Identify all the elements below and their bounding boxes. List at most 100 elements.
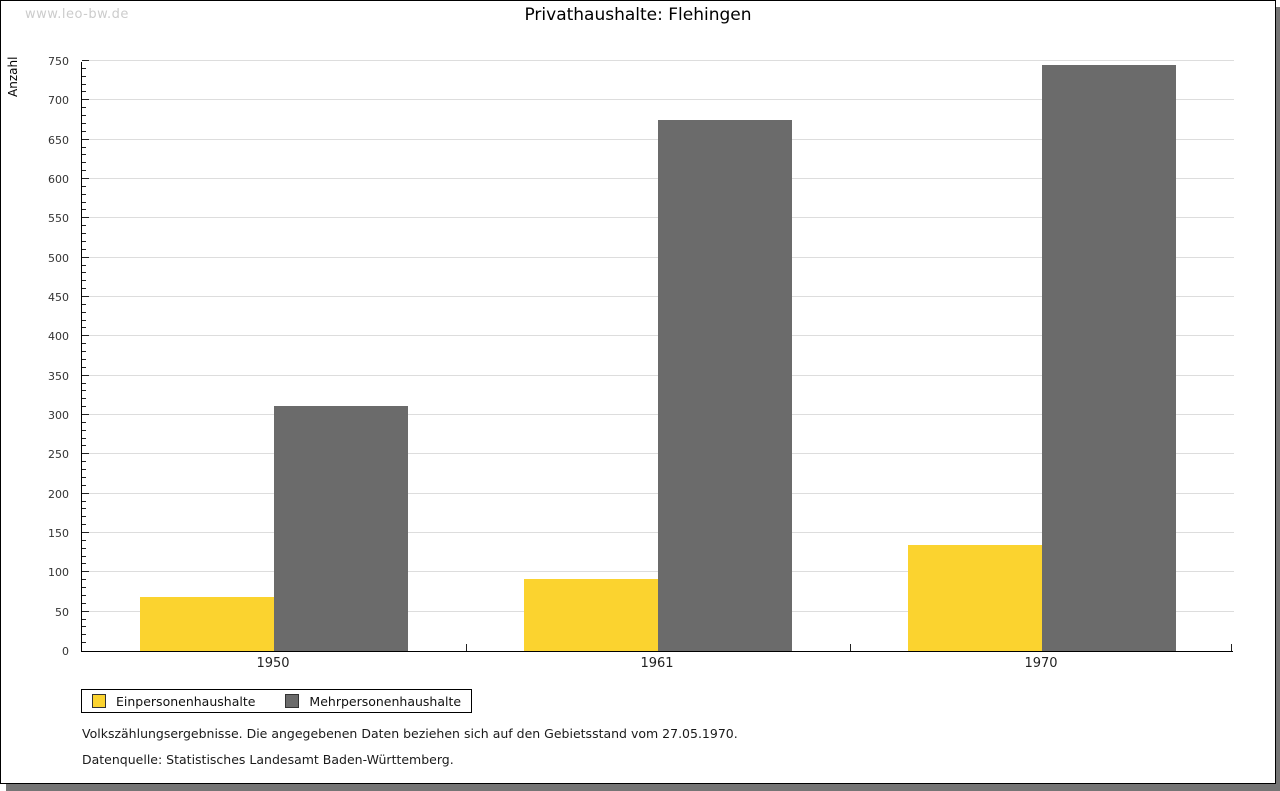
y-minor-tick bbox=[82, 201, 86, 203]
y-minor-tick bbox=[82, 319, 86, 321]
y-minor-tick bbox=[82, 107, 86, 109]
y-minor-tick bbox=[82, 303, 86, 305]
y-minor-tick bbox=[82, 225, 86, 227]
y-tick-label: 750 bbox=[48, 55, 69, 68]
y-minor-tick bbox=[82, 358, 86, 360]
y-minor-tick bbox=[82, 524, 86, 526]
y-major-tick bbox=[82, 453, 89, 455]
y-minor-tick bbox=[82, 539, 86, 541]
y-minor-tick bbox=[82, 83, 86, 85]
y-minor-tick bbox=[82, 209, 86, 211]
y-minor-tick bbox=[82, 91, 86, 93]
y-tick-label: 550 bbox=[48, 212, 69, 226]
y-minor-tick bbox=[82, 516, 86, 518]
gridline bbox=[82, 60, 1234, 61]
x-axis-tick bbox=[466, 644, 467, 651]
legend-swatch bbox=[285, 694, 300, 708]
bar bbox=[658, 120, 792, 651]
y-minor-tick bbox=[82, 193, 86, 195]
y-minor-tick bbox=[82, 248, 86, 250]
y-minor-tick bbox=[82, 563, 86, 565]
y-minor-tick bbox=[82, 67, 86, 69]
source-note: Datenquelle: Statistisches Landesamt Bad… bbox=[82, 752, 454, 767]
y-minor-tick bbox=[82, 469, 86, 471]
y-minor-tick bbox=[82, 280, 86, 282]
bar bbox=[524, 578, 658, 651]
x-tick-label: 1961 bbox=[640, 656, 674, 671]
y-tick-label: 150 bbox=[48, 527, 69, 540]
y-minor-tick bbox=[82, 366, 86, 368]
gridline bbox=[82, 99, 1234, 101]
y-tick-label: 500 bbox=[48, 251, 69, 265]
y-minor-tick bbox=[82, 547, 86, 549]
x-axis-tick bbox=[1231, 644, 1232, 651]
y-tick-label: 350 bbox=[48, 369, 69, 383]
y-minor-tick bbox=[82, 476, 86, 478]
legend-label: Einpersonenhaushalte bbox=[116, 693, 256, 709]
y-tick-label: 650 bbox=[48, 133, 69, 147]
y-minor-tick bbox=[82, 602, 86, 604]
y-tick-label: 200 bbox=[48, 487, 69, 501]
y-minor-tick bbox=[82, 351, 86, 353]
y-minor-tick bbox=[82, 555, 86, 557]
x-tick-label: 1950 bbox=[256, 656, 290, 671]
chart-title: Privathaushalte: Flehingen bbox=[524, 5, 752, 25]
y-minor-tick bbox=[82, 288, 86, 290]
y-minor-tick bbox=[82, 587, 86, 589]
y-minor-tick bbox=[82, 115, 86, 117]
y-tick-label: 100 bbox=[48, 566, 69, 580]
y-minor-tick bbox=[82, 421, 86, 423]
y-minor-tick bbox=[82, 146, 86, 148]
footer-note: Volkszählungsergebnisse. Die angegebenen… bbox=[82, 726, 738, 741]
y-minor-tick bbox=[82, 594, 86, 596]
x-axis-tick bbox=[850, 644, 851, 651]
y-minor-tick bbox=[82, 240, 86, 242]
y-minor-tick bbox=[82, 398, 86, 400]
y-minor-tick bbox=[82, 390, 86, 392]
y-minor-tick bbox=[82, 264, 86, 266]
y-minor-tick bbox=[82, 154, 86, 156]
y-major-tick bbox=[82, 256, 89, 258]
plot-area bbox=[81, 60, 1234, 652]
y-major-tick bbox=[82, 571, 89, 573]
legend-swatch bbox=[92, 694, 106, 708]
y-minor-tick bbox=[82, 461, 86, 463]
y-tick-label: 700 bbox=[48, 94, 69, 108]
y-minor-tick bbox=[82, 437, 86, 439]
y-minor-tick bbox=[82, 445, 86, 447]
y-minor-tick bbox=[82, 130, 86, 132]
bar bbox=[274, 406, 408, 651]
y-minor-tick bbox=[82, 579, 86, 581]
legend-item: Einpersonenhaushalte bbox=[92, 694, 255, 709]
y-major-tick bbox=[82, 99, 89, 101]
y-major-tick bbox=[82, 217, 89, 219]
y-minor-tick bbox=[82, 75, 86, 77]
legend-item: Mehrpersonenhaushalte bbox=[285, 694, 461, 709]
y-major-tick bbox=[82, 374, 89, 376]
y-tick-label: 250 bbox=[48, 448, 69, 462]
x-tick-label: 1970 bbox=[1024, 656, 1058, 671]
y-minor-tick bbox=[82, 272, 86, 274]
y-minor-tick bbox=[82, 233, 86, 235]
y-minor-tick bbox=[82, 311, 86, 313]
y-major-tick bbox=[82, 492, 89, 494]
y-tick-label: 400 bbox=[48, 330, 69, 344]
y-tick-label: 300 bbox=[48, 409, 69, 422]
y-minor-tick bbox=[82, 382, 86, 384]
y-tick-label: 450 bbox=[48, 291, 69, 304]
y-minor-tick bbox=[82, 500, 86, 502]
y-major-tick bbox=[82, 138, 89, 140]
y-minor-tick bbox=[82, 508, 86, 510]
y-major-tick bbox=[82, 335, 89, 337]
y-minor-tick bbox=[82, 484, 86, 486]
y-minor-tick bbox=[82, 634, 86, 636]
y-minor-tick bbox=[82, 185, 86, 187]
y-minor-tick bbox=[82, 429, 86, 431]
y-major-tick bbox=[82, 610, 89, 612]
legend-label: Mehrpersonenhaushalte bbox=[309, 693, 462, 709]
bar bbox=[1042, 64, 1176, 651]
y-tick-label: 0 bbox=[62, 645, 69, 658]
y-minor-tick bbox=[82, 618, 86, 620]
y-major-tick bbox=[82, 532, 89, 533]
